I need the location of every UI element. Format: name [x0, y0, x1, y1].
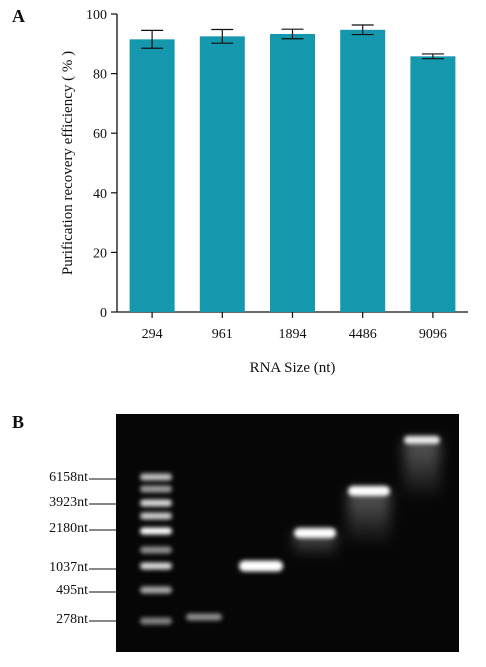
ladder-band — [140, 562, 172, 570]
x-tick-label: 294 — [142, 327, 163, 342]
x-tick-label: 4486 — [349, 327, 377, 342]
gel-image — [89, 414, 459, 652]
sample-band — [348, 486, 390, 496]
marker-label-1037: 1037nt — [49, 560, 88, 575]
sample-band — [294, 528, 336, 538]
ladder-band — [140, 527, 172, 535]
band-smear — [404, 440, 440, 500]
bar — [129, 39, 175, 313]
panel-b-label: B — [12, 412, 25, 432]
marker-label-278: 278nt — [56, 612, 88, 627]
x-axis-title: RNA Size (nt) — [250, 360, 336, 376]
y-tick-label: 40 — [93, 187, 107, 202]
x-tick-label: 1894 — [279, 327, 307, 342]
marker-label-6158: 6158nt — [49, 470, 88, 485]
y-tick-label: 80 — [93, 68, 107, 83]
ladder-band — [140, 546, 172, 554]
sample-band — [404, 436, 440, 444]
ladder-band — [140, 586, 172, 594]
panel-a-label: A — [12, 6, 25, 26]
y-tick-label: 60 — [93, 127, 107, 142]
bar-chart: 0 20 40 60 80 100 294 961 1894 4486 9096 RNA Size (… — [60, 8, 468, 376]
x-tick-label: 9096 — [419, 327, 447, 342]
bar — [340, 29, 386, 312]
ladder-band — [140, 473, 172, 481]
marker-label-2180: 2180nt — [49, 521, 88, 536]
marker-label-495: 495nt — [56, 583, 88, 598]
bar — [270, 33, 315, 312]
sample-band — [239, 560, 283, 572]
ladder-band — [140, 485, 172, 493]
gel-background — [116, 414, 459, 652]
marker-label-3923: 3923nt — [49, 495, 88, 510]
y-tick-label: 0 — [100, 306, 107, 321]
x-tick-label: 961 — [212, 327, 233, 342]
bar — [410, 56, 456, 312]
bar — [199, 36, 245, 312]
y-tick-label: 100 — [86, 8, 107, 23]
y-axis-title: Purification recovery efficiency ( % ) — [60, 51, 76, 275]
ladder-band — [140, 617, 172, 625]
sample-band — [186, 613, 222, 621]
band-smear — [348, 491, 390, 546]
ladder-band — [140, 499, 172, 507]
y-tick-label: 20 — [93, 246, 107, 261]
ladder-band — [140, 512, 172, 520]
gel-panel: 6158nt 3923nt 2180nt 1037nt 495nt 278nt — [0, 400, 486, 667]
